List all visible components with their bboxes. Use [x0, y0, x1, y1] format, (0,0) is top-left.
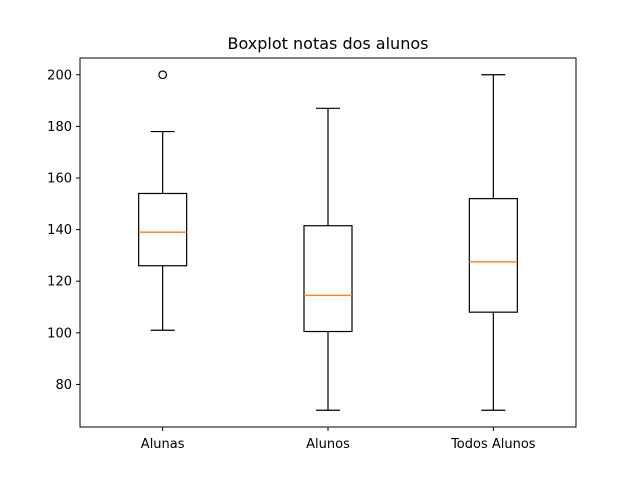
y-tick-label: 200: [47, 68, 72, 83]
x-tick-label: Todos Alunos: [450, 437, 536, 452]
boxes-group: [138, 70, 518, 411]
x-tick-label: Alunas: [141, 437, 185, 452]
box-iqr: [303, 225, 353, 333]
y-tick-label: 80: [55, 378, 72, 393]
y-tick-label: 120: [47, 275, 72, 290]
box-alunos: [303, 107, 353, 411]
y-tick-label: 100: [47, 326, 72, 341]
outlier-point: [158, 70, 168, 80]
y-tick-label: 160: [47, 171, 72, 186]
x-tick-label: Alunos: [306, 437, 350, 452]
y-tick-label: 180: [47, 120, 72, 135]
box-alunas: [138, 70, 188, 331]
x-axis: Alunas Alunos Todos Alunos: [141, 427, 536, 452]
box-iqr: [138, 192, 188, 267]
y-tick-label: 140: [47, 223, 72, 238]
box-todos-alunos: [468, 74, 518, 411]
chart-title: Boxplot notas dos alunos: [228, 34, 429, 53]
y-axis: 80 100 120 140 160 180 200: [47, 68, 80, 393]
box-iqr: [468, 198, 518, 313]
